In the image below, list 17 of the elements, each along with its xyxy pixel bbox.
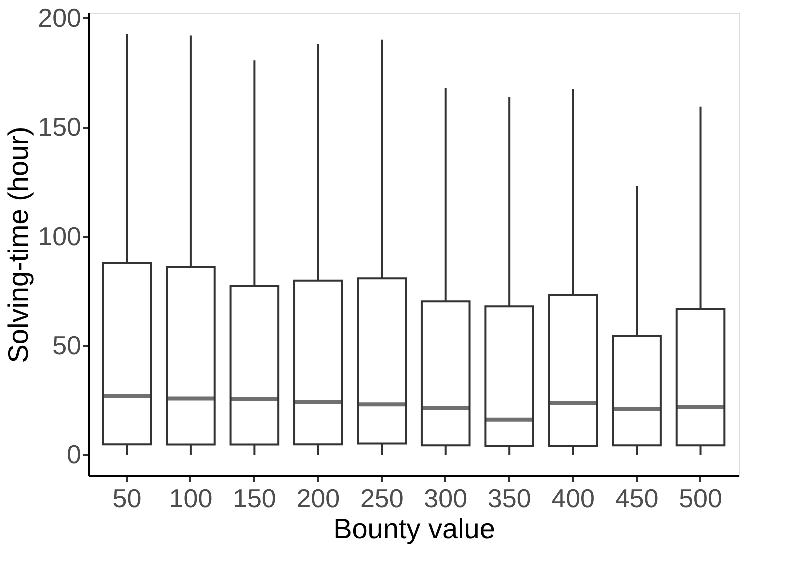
x-tick-label: 400 [552, 484, 596, 514]
y-tick-label: 0 [67, 440, 82, 470]
y-tick-label: 100 [38, 221, 82, 252]
x-tick-label: 500 [679, 484, 722, 514]
y-axis-title: Solving-time (hour) [3, 126, 34, 364]
x-tick-label: 150 [232, 484, 276, 514]
x-tick-label: 300 [424, 484, 468, 514]
x-tick-label: 450 [615, 484, 659, 514]
x-axis-title: Bounty value [334, 514, 496, 544]
x-tick-label: 250 [360, 484, 404, 514]
y-tick-label: 150 [38, 112, 82, 142]
y-tick-label: 200 [38, 2, 82, 33]
y-tick-label: 50 [52, 330, 82, 360]
x-tick-label: 50 [112, 484, 142, 514]
x-tick-label: 100 [169, 484, 213, 514]
x-tick-label: 350 [488, 484, 532, 514]
x-tick-label: 200 [296, 484, 340, 514]
